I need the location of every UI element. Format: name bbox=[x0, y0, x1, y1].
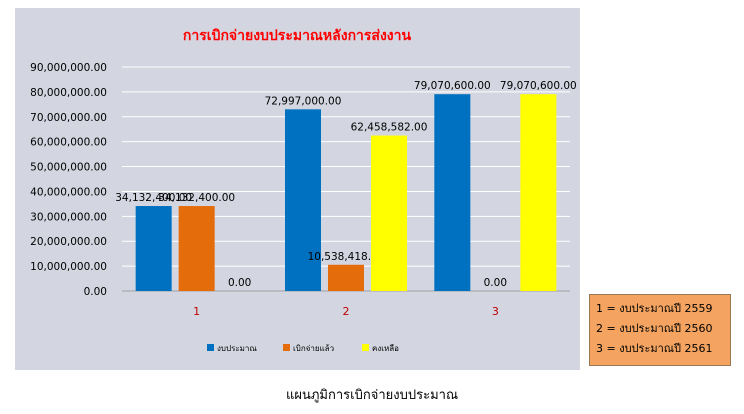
figure-caption: แผนภูมิการเบิกจ่ายงบประมาณ bbox=[285, 388, 459, 403]
y-tick-label: 40,000,000.00 bbox=[30, 186, 107, 198]
note-line-3: 3 = งบประมาณปี 2561 bbox=[596, 342, 713, 355]
y-tick-label: 50,000,000.00 bbox=[30, 162, 107, 174]
y-tick-label: 80,000,000.00 bbox=[30, 87, 107, 99]
data-label: 0.00 bbox=[228, 277, 251, 289]
chart-panel: การเบิกจ่ายงบประมาณหลังการส่งงาน 0.00 10,0… bbox=[15, 8, 580, 370]
data-label: 62,458,582.00 bbox=[351, 122, 428, 134]
data-label: 10,538,418.00 bbox=[308, 251, 385, 263]
y-tick-label: 20,000,000.00 bbox=[30, 236, 107, 248]
category-label: 2 bbox=[343, 305, 350, 318]
bar bbox=[328, 264, 364, 291]
y-tick-label: 10,000,000.00 bbox=[30, 261, 107, 273]
category-label: 1 bbox=[193, 305, 200, 318]
y-tick-label: 30,000,000.00 bbox=[30, 211, 107, 223]
note-line-2: 2 = งบประมาณปี 2560 bbox=[596, 322, 713, 335]
bar-chart: การเบิกจ่ายงบประมาณหลังการส่งงาน 0.00 10,0… bbox=[30, 28, 577, 353]
bar bbox=[285, 109, 321, 292]
year-legend-note: 1 = งบประมาณปี 2559 2 = งบประมาณปี 2560 … bbox=[589, 294, 731, 366]
bar bbox=[434, 94, 471, 292]
data-label: 34,132,400.00 bbox=[158, 192, 235, 204]
y-tick-label: 60,000,000.00 bbox=[30, 137, 107, 149]
legend-label: งบประมาณ bbox=[217, 344, 257, 353]
chart-title: การเบิกจ่ายงบประมาณหลังการส่งงาน bbox=[183, 28, 412, 44]
data-label: 34,132,400.00 bbox=[115, 192, 192, 204]
bar bbox=[371, 135, 407, 291]
bar bbox=[520, 94, 557, 292]
data-label: 0.00 bbox=[484, 277, 507, 289]
category-label: 3 bbox=[492, 305, 499, 318]
data-label: 79,070,600.00 bbox=[500, 80, 577, 92]
bar bbox=[135, 206, 172, 291]
data-label: 72,997,000.00 bbox=[265, 95, 342, 107]
legend-swatch bbox=[207, 344, 214, 351]
y-tick-label: 70,000,000.00 bbox=[30, 112, 107, 124]
note-line-1: 1 = งบประมาณปี 2559 bbox=[596, 302, 713, 315]
legend-swatch bbox=[362, 344, 369, 351]
bar bbox=[178, 206, 215, 291]
legend-label: เบิกจ่ายแล้ว bbox=[293, 344, 334, 353]
y-tick-label: 0.00 bbox=[84, 286, 107, 298]
legend-label: คงเหลือ bbox=[372, 344, 399, 353]
data-label: 79,070,600.00 bbox=[414, 80, 491, 92]
y-tick-label: 90,000,000.00 bbox=[30, 62, 107, 74]
legend-swatch bbox=[283, 344, 290, 351]
